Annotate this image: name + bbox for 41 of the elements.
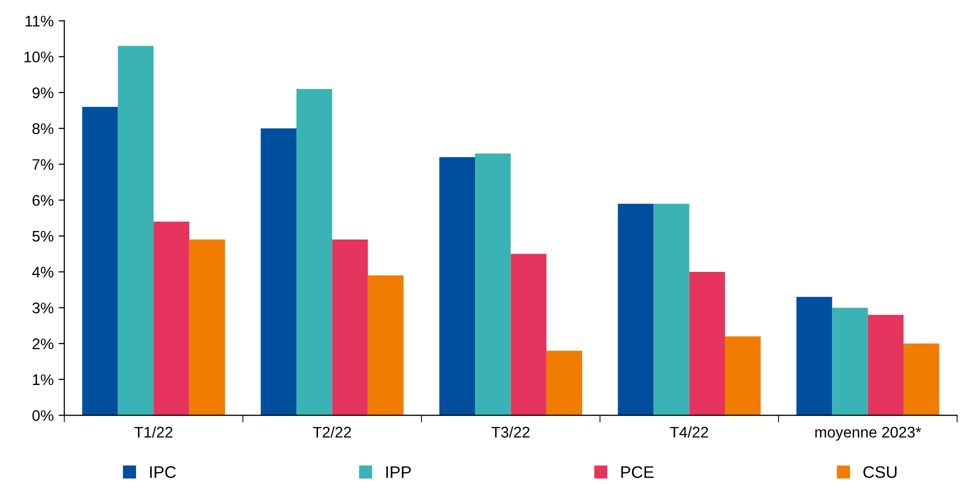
bar xyxy=(118,46,154,416)
y-tick-label: 8% xyxy=(32,123,54,134)
y-tick-label: 2% xyxy=(32,338,54,350)
y-tick-label: 6% xyxy=(32,194,54,206)
bar xyxy=(439,157,476,416)
x-tick-label: T2/22 xyxy=(312,426,351,438)
bar xyxy=(296,88,332,416)
bar xyxy=(332,240,368,416)
y-tick-label: 7% xyxy=(32,159,54,170)
bar xyxy=(154,222,190,416)
bar xyxy=(654,204,690,416)
y-tick-label: 3% xyxy=(32,302,54,314)
legend-label: CSU xyxy=(863,466,896,478)
bar xyxy=(546,350,582,416)
bar xyxy=(510,254,546,416)
bar xyxy=(82,106,118,416)
bar xyxy=(189,240,226,416)
bar xyxy=(904,344,940,416)
y-tick-label: 4% xyxy=(32,266,54,278)
y-tick-label: 1% xyxy=(32,374,54,386)
y-tick-label: 10% xyxy=(24,52,54,62)
y-tick-label: 0% xyxy=(32,410,54,421)
bar xyxy=(689,272,725,416)
bar xyxy=(832,308,868,416)
legend-label: IPC xyxy=(150,466,176,478)
y-tick-label: 11% xyxy=(26,16,54,26)
x-tick-label: T3/22 xyxy=(492,426,530,438)
bar xyxy=(868,314,904,416)
x-tick-label: T1/22 xyxy=(134,426,172,438)
bar xyxy=(796,296,832,416)
y-tick-label: 9% xyxy=(32,87,54,98)
x-tick-label: T4/22 xyxy=(670,426,708,438)
bar xyxy=(475,153,511,416)
bar xyxy=(724,336,761,416)
bar xyxy=(260,128,296,416)
bar xyxy=(618,204,654,416)
x-tick-label: moyenne 2023* xyxy=(815,426,922,441)
bar xyxy=(368,275,404,416)
legend-label: PCE xyxy=(621,466,654,478)
y-tick-label: 5% xyxy=(32,230,54,242)
legend-label: IPP xyxy=(386,466,411,478)
